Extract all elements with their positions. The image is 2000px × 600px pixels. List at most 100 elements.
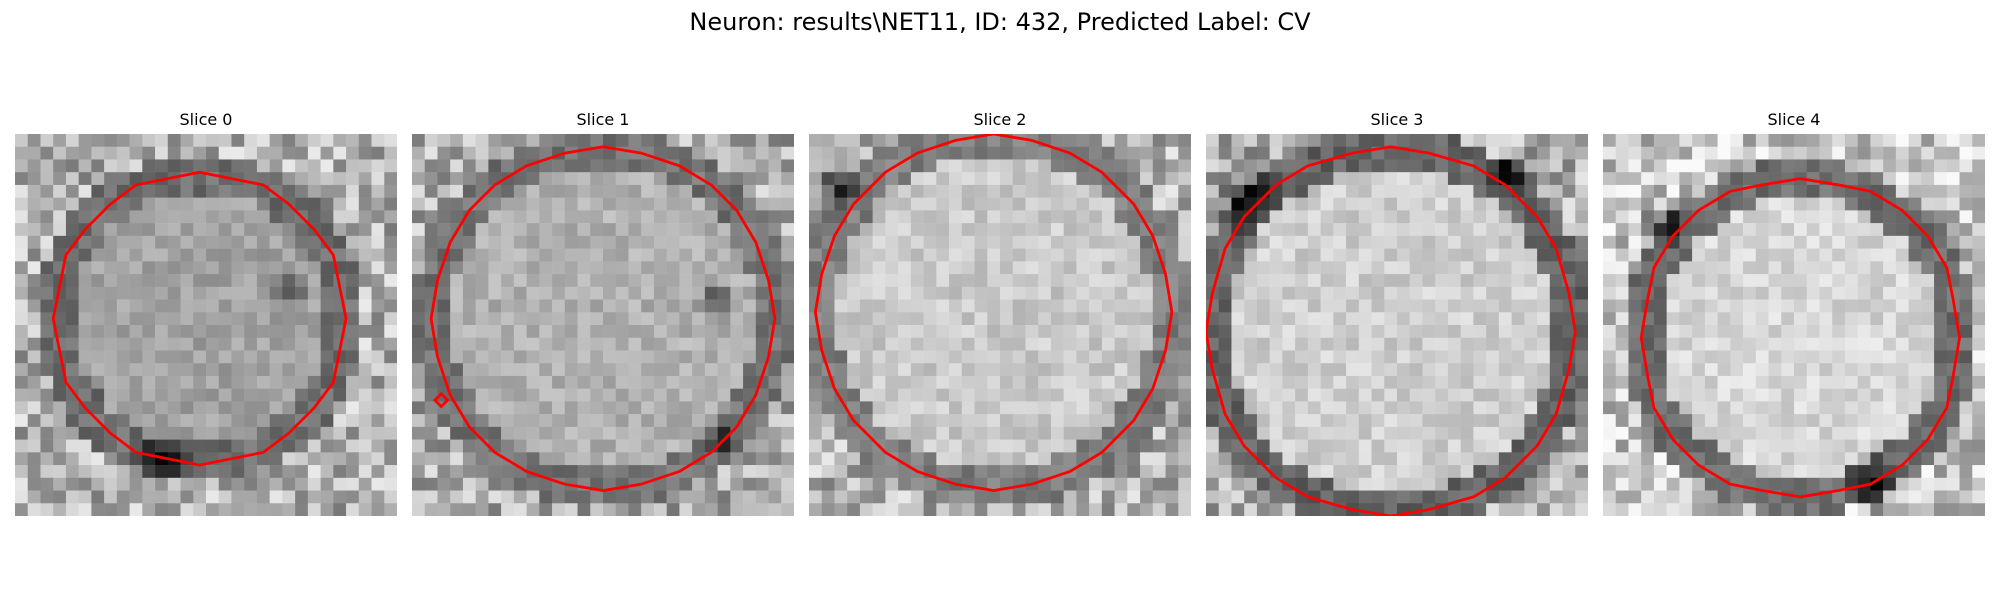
pixel: [27, 337, 41, 351]
pixel: [437, 146, 451, 160]
pixel: [1628, 184, 1642, 198]
pixel: [1244, 363, 1258, 377]
pixel: [1000, 414, 1013, 428]
pixel: [206, 490, 219, 504]
pixel: [256, 363, 270, 377]
pixel: [692, 159, 706, 173]
pixel: [781, 223, 794, 237]
pixel: [1089, 477, 1103, 491]
pixel: [872, 465, 886, 479]
pixel: [1063, 388, 1077, 402]
pixel: [961, 286, 975, 300]
pixel: [1755, 248, 1769, 262]
pixel: [513, 223, 527, 237]
pixel: [564, 350, 578, 364]
pixel: [167, 350, 181, 364]
pixel: [1384, 261, 1398, 275]
pixel: [590, 299, 604, 313]
pixel: [15, 248, 28, 262]
pixel: [295, 146, 309, 160]
pixel: [885, 426, 899, 440]
pixel: [872, 503, 886, 516]
pixel: [180, 426, 194, 440]
pixel: [1063, 197, 1077, 211]
pixel: [104, 235, 118, 249]
pixel: [15, 210, 28, 224]
pixel: [949, 184, 963, 198]
pixel: [910, 223, 924, 237]
pixel: [910, 312, 924, 326]
pixel: [1269, 388, 1283, 402]
pixel: [603, 172, 616, 186]
pixel: [781, 363, 794, 377]
pixel: [539, 465, 553, 479]
pixel: [1653, 184, 1667, 198]
pixel: [1615, 490, 1629, 504]
pixel: [437, 312, 451, 326]
pixel: [1076, 134, 1090, 147]
pixel: [1755, 134, 1769, 147]
pixel: [1641, 325, 1655, 338]
pixel: [142, 274, 156, 288]
pixel: [1473, 299, 1487, 313]
pixel: [1628, 197, 1642, 211]
pixel: [1806, 350, 1820, 364]
pixel: [1231, 274, 1245, 288]
pixel: [1498, 299, 1512, 313]
pixel: [1743, 503, 1757, 516]
pixel: [412, 363, 425, 377]
pixel: [1972, 439, 1985, 453]
pixel: [1908, 452, 1922, 466]
pixel: [847, 223, 861, 237]
pixel: [1537, 350, 1551, 364]
pixel: [539, 274, 553, 288]
pixel: [244, 401, 258, 415]
pixel: [885, 414, 899, 428]
pixel: [1870, 210, 1884, 224]
pixel: [1704, 414, 1718, 428]
pixel: [564, 503, 578, 516]
pixel: [1653, 325, 1667, 338]
pixel: [65, 503, 79, 516]
pixel: [1076, 439, 1090, 453]
pixel: [1806, 375, 1820, 389]
pixel: [1409, 337, 1423, 351]
pixel: [1025, 325, 1039, 338]
pixel: [1679, 337, 1693, 351]
pixel: [1806, 261, 1820, 275]
pixel: [142, 439, 156, 453]
pixel: [539, 159, 553, 173]
pixel: [1666, 299, 1680, 313]
pixel: [244, 426, 258, 440]
pixel: [40, 223, 54, 237]
pixel: [282, 503, 296, 516]
pixel: [1473, 375, 1487, 389]
pixel: [53, 134, 67, 147]
pixel: [1832, 452, 1846, 466]
pixel: [577, 197, 591, 211]
pixel: [1140, 325, 1154, 338]
pixel: [218, 286, 232, 300]
pixel: [885, 401, 899, 415]
pixel: [1794, 439, 1807, 453]
pixel: [615, 426, 629, 440]
pixel: [577, 337, 591, 351]
pixel: [475, 465, 489, 479]
pixel: [1641, 235, 1655, 249]
pixel: [821, 325, 835, 338]
pixel: [307, 337, 321, 351]
pixel: [961, 337, 975, 351]
pixel: [1101, 477, 1115, 491]
pixel: [923, 210, 937, 224]
pixel: [717, 503, 731, 516]
pixel: [1333, 375, 1347, 389]
pixel: [1152, 184, 1166, 198]
pixel: [116, 414, 130, 428]
pixel: [1666, 325, 1680, 338]
pixel: [1524, 477, 1538, 491]
pixel: [1127, 439, 1141, 453]
pixel: [730, 465, 744, 479]
pixel: [1025, 299, 1039, 313]
pixel: [53, 490, 67, 504]
pixel: [781, 350, 794, 364]
